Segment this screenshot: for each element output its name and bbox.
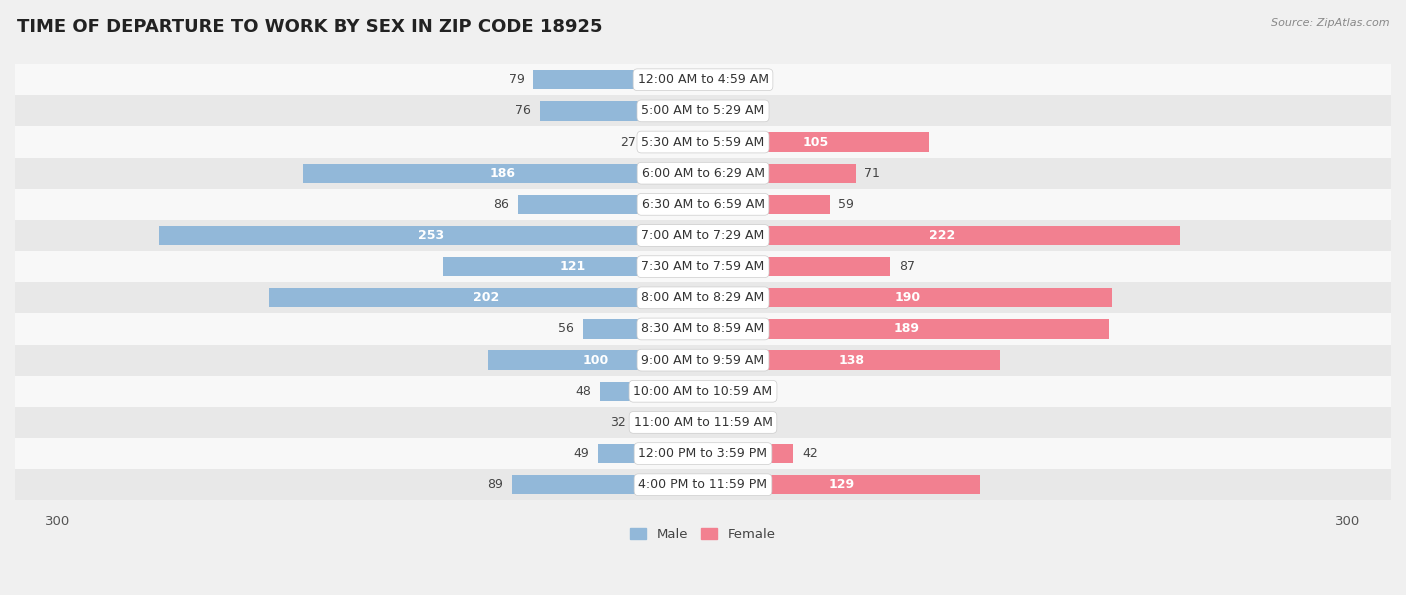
Text: 71: 71 bbox=[865, 167, 880, 180]
Bar bbox=[703, 475, 980, 494]
Text: 9: 9 bbox=[731, 385, 738, 398]
Text: 100: 100 bbox=[582, 353, 609, 367]
Text: 105: 105 bbox=[803, 136, 830, 149]
Text: 79: 79 bbox=[509, 73, 524, 86]
Bar bbox=[703, 195, 830, 214]
Text: 27: 27 bbox=[620, 136, 637, 149]
Text: 42: 42 bbox=[801, 447, 818, 460]
Bar bbox=[703, 132, 929, 152]
Legend: Male, Female: Male, Female bbox=[624, 522, 782, 548]
Text: 202: 202 bbox=[472, 292, 499, 304]
Text: 222: 222 bbox=[928, 229, 955, 242]
Bar bbox=[582, 320, 703, 339]
Text: 32: 32 bbox=[610, 416, 626, 429]
Bar bbox=[0, 438, 1406, 469]
Text: 8:30 AM to 8:59 AM: 8:30 AM to 8:59 AM bbox=[641, 322, 765, 336]
Text: 4:00 PM to 11:59 PM: 4:00 PM to 11:59 PM bbox=[638, 478, 768, 491]
Text: 48: 48 bbox=[575, 385, 591, 398]
Text: 7:00 AM to 7:29 AM: 7:00 AM to 7:29 AM bbox=[641, 229, 765, 242]
Bar bbox=[0, 158, 1406, 189]
Bar bbox=[488, 350, 703, 369]
Bar bbox=[0, 95, 1406, 127]
Bar bbox=[703, 288, 1112, 308]
Text: 49: 49 bbox=[574, 447, 589, 460]
Text: Source: ZipAtlas.com: Source: ZipAtlas.com bbox=[1271, 18, 1389, 28]
Text: 11:00 AM to 11:59 AM: 11:00 AM to 11:59 AM bbox=[634, 416, 772, 429]
Bar bbox=[269, 288, 703, 308]
Bar bbox=[533, 70, 703, 89]
Text: 121: 121 bbox=[560, 260, 586, 273]
Bar bbox=[517, 195, 703, 214]
Text: 190: 190 bbox=[894, 292, 921, 304]
Text: 5:00 AM to 5:29 AM: 5:00 AM to 5:29 AM bbox=[641, 104, 765, 117]
Text: 129: 129 bbox=[828, 478, 855, 491]
Text: 12:00 AM to 4:59 AM: 12:00 AM to 4:59 AM bbox=[637, 73, 769, 86]
Bar bbox=[634, 413, 703, 432]
Text: 189: 189 bbox=[893, 322, 920, 336]
Text: 87: 87 bbox=[898, 260, 915, 273]
Text: 6:30 AM to 6:59 AM: 6:30 AM to 6:59 AM bbox=[641, 198, 765, 211]
Text: 253: 253 bbox=[418, 229, 444, 242]
Bar bbox=[598, 444, 703, 464]
Bar bbox=[540, 101, 703, 121]
Bar bbox=[703, 226, 1180, 245]
Bar bbox=[0, 127, 1406, 158]
Text: 8:00 AM to 8:29 AM: 8:00 AM to 8:29 AM bbox=[641, 292, 765, 304]
Bar bbox=[443, 257, 703, 276]
Text: 59: 59 bbox=[838, 198, 855, 211]
Bar bbox=[0, 345, 1406, 375]
Bar bbox=[0, 314, 1406, 345]
Text: TIME OF DEPARTURE TO WORK BY SEX IN ZIP CODE 18925: TIME OF DEPARTURE TO WORK BY SEX IN ZIP … bbox=[17, 18, 602, 36]
Text: 12:00 PM to 3:59 PM: 12:00 PM to 3:59 PM bbox=[638, 447, 768, 460]
Bar bbox=[703, 444, 793, 464]
Bar bbox=[0, 251, 1406, 282]
Bar bbox=[645, 132, 703, 152]
Bar bbox=[703, 350, 1000, 369]
Text: 186: 186 bbox=[491, 167, 516, 180]
Text: 89: 89 bbox=[486, 478, 503, 491]
Text: 6:00 AM to 6:29 AM: 6:00 AM to 6:29 AM bbox=[641, 167, 765, 180]
Text: 10:00 AM to 10:59 AM: 10:00 AM to 10:59 AM bbox=[634, 385, 772, 398]
Bar bbox=[703, 381, 723, 401]
Bar bbox=[0, 189, 1406, 220]
Bar bbox=[304, 164, 703, 183]
Text: 9:00 AM to 9:59 AM: 9:00 AM to 9:59 AM bbox=[641, 353, 765, 367]
Text: 138: 138 bbox=[838, 353, 865, 367]
Bar bbox=[0, 407, 1406, 438]
Text: 7:30 AM to 7:59 AM: 7:30 AM to 7:59 AM bbox=[641, 260, 765, 273]
Text: 56: 56 bbox=[558, 322, 574, 336]
Bar bbox=[0, 375, 1406, 407]
Bar bbox=[703, 320, 1109, 339]
Text: 5:30 AM to 5:59 AM: 5:30 AM to 5:59 AM bbox=[641, 136, 765, 149]
Bar bbox=[0, 469, 1406, 500]
Bar bbox=[159, 226, 703, 245]
Bar bbox=[703, 164, 856, 183]
Bar bbox=[600, 381, 703, 401]
Bar bbox=[0, 220, 1406, 251]
Bar bbox=[512, 475, 703, 494]
Bar bbox=[703, 257, 890, 276]
Text: 76: 76 bbox=[515, 104, 531, 117]
Bar bbox=[0, 282, 1406, 314]
Text: 86: 86 bbox=[494, 198, 509, 211]
Bar bbox=[0, 64, 1406, 95]
